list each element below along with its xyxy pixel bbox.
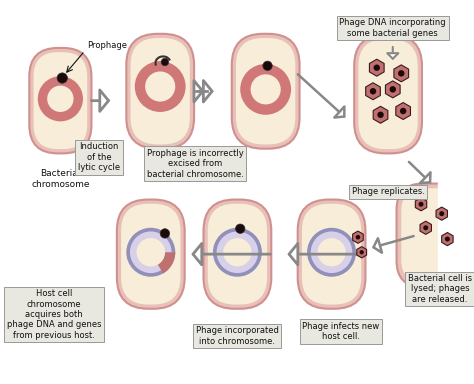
Circle shape (360, 250, 364, 255)
Polygon shape (373, 106, 388, 123)
Circle shape (161, 58, 169, 66)
Circle shape (374, 65, 380, 71)
FancyBboxPatch shape (121, 204, 181, 305)
Circle shape (311, 232, 352, 273)
Circle shape (135, 61, 186, 112)
Circle shape (377, 112, 384, 118)
Circle shape (251, 74, 281, 104)
Circle shape (137, 238, 165, 266)
Polygon shape (420, 221, 431, 234)
Circle shape (145, 71, 175, 102)
Circle shape (137, 238, 165, 266)
FancyBboxPatch shape (298, 200, 365, 309)
Circle shape (223, 238, 252, 266)
Circle shape (356, 235, 360, 240)
Text: Phage replicates.: Phage replicates. (352, 187, 425, 197)
Polygon shape (385, 81, 400, 98)
Circle shape (445, 237, 450, 242)
Polygon shape (353, 231, 363, 243)
Circle shape (307, 228, 356, 277)
Polygon shape (369, 59, 384, 76)
FancyBboxPatch shape (354, 35, 422, 153)
Polygon shape (442, 232, 453, 246)
Text: Phage incorporated
into chromosome.: Phage incorporated into chromosome. (196, 326, 279, 346)
Circle shape (217, 232, 258, 273)
FancyBboxPatch shape (126, 34, 194, 149)
FancyBboxPatch shape (130, 38, 190, 144)
Circle shape (398, 70, 404, 76)
Circle shape (263, 61, 272, 71)
Text: Prophage: Prophage (87, 41, 127, 50)
FancyBboxPatch shape (401, 188, 460, 282)
Circle shape (318, 238, 346, 266)
Text: Host cell
chromosome
acquires both
phage DNA and genes
from previous host.: Host cell chromosome acquires both phage… (7, 289, 101, 340)
Circle shape (240, 64, 291, 115)
Polygon shape (396, 103, 410, 119)
Circle shape (130, 232, 172, 273)
FancyBboxPatch shape (208, 204, 267, 305)
FancyBboxPatch shape (29, 48, 91, 153)
Text: Bacterial cell is
lysed; phages
are released.: Bacterial cell is lysed; phages are rele… (408, 274, 472, 304)
FancyBboxPatch shape (232, 34, 300, 149)
Text: Bacterial
chromosome: Bacterial chromosome (31, 169, 90, 189)
Polygon shape (415, 198, 427, 211)
Circle shape (439, 211, 444, 216)
Circle shape (57, 73, 67, 83)
FancyBboxPatch shape (34, 52, 87, 149)
Text: Phage DNA incorporating
some bacterial genes: Phage DNA incorporating some bacterial g… (339, 18, 446, 38)
Wedge shape (158, 252, 175, 273)
Circle shape (390, 86, 396, 93)
Circle shape (47, 86, 73, 112)
Circle shape (400, 108, 406, 114)
Circle shape (160, 229, 170, 238)
Text: Phage infects new
host cell.: Phage infects new host cell. (302, 322, 380, 341)
Text: Induction
of the
lytic cycle: Induction of the lytic cycle (78, 142, 120, 172)
Polygon shape (365, 83, 380, 100)
FancyBboxPatch shape (203, 200, 271, 309)
Bar (438, 169, 474, 292)
Polygon shape (357, 247, 366, 258)
Circle shape (213, 228, 262, 277)
FancyBboxPatch shape (236, 38, 295, 144)
Circle shape (419, 202, 424, 207)
FancyBboxPatch shape (397, 184, 465, 287)
Circle shape (423, 225, 428, 230)
FancyBboxPatch shape (358, 39, 418, 149)
Circle shape (236, 224, 245, 233)
FancyBboxPatch shape (302, 204, 361, 305)
Circle shape (370, 88, 376, 94)
Text: Prophage is incorrectly
excised from
bacterial chromosome.: Prophage is incorrectly excised from bac… (146, 149, 244, 179)
Polygon shape (394, 65, 409, 82)
Polygon shape (436, 207, 447, 220)
Circle shape (126, 228, 175, 277)
Circle shape (38, 76, 83, 121)
FancyBboxPatch shape (117, 200, 185, 309)
